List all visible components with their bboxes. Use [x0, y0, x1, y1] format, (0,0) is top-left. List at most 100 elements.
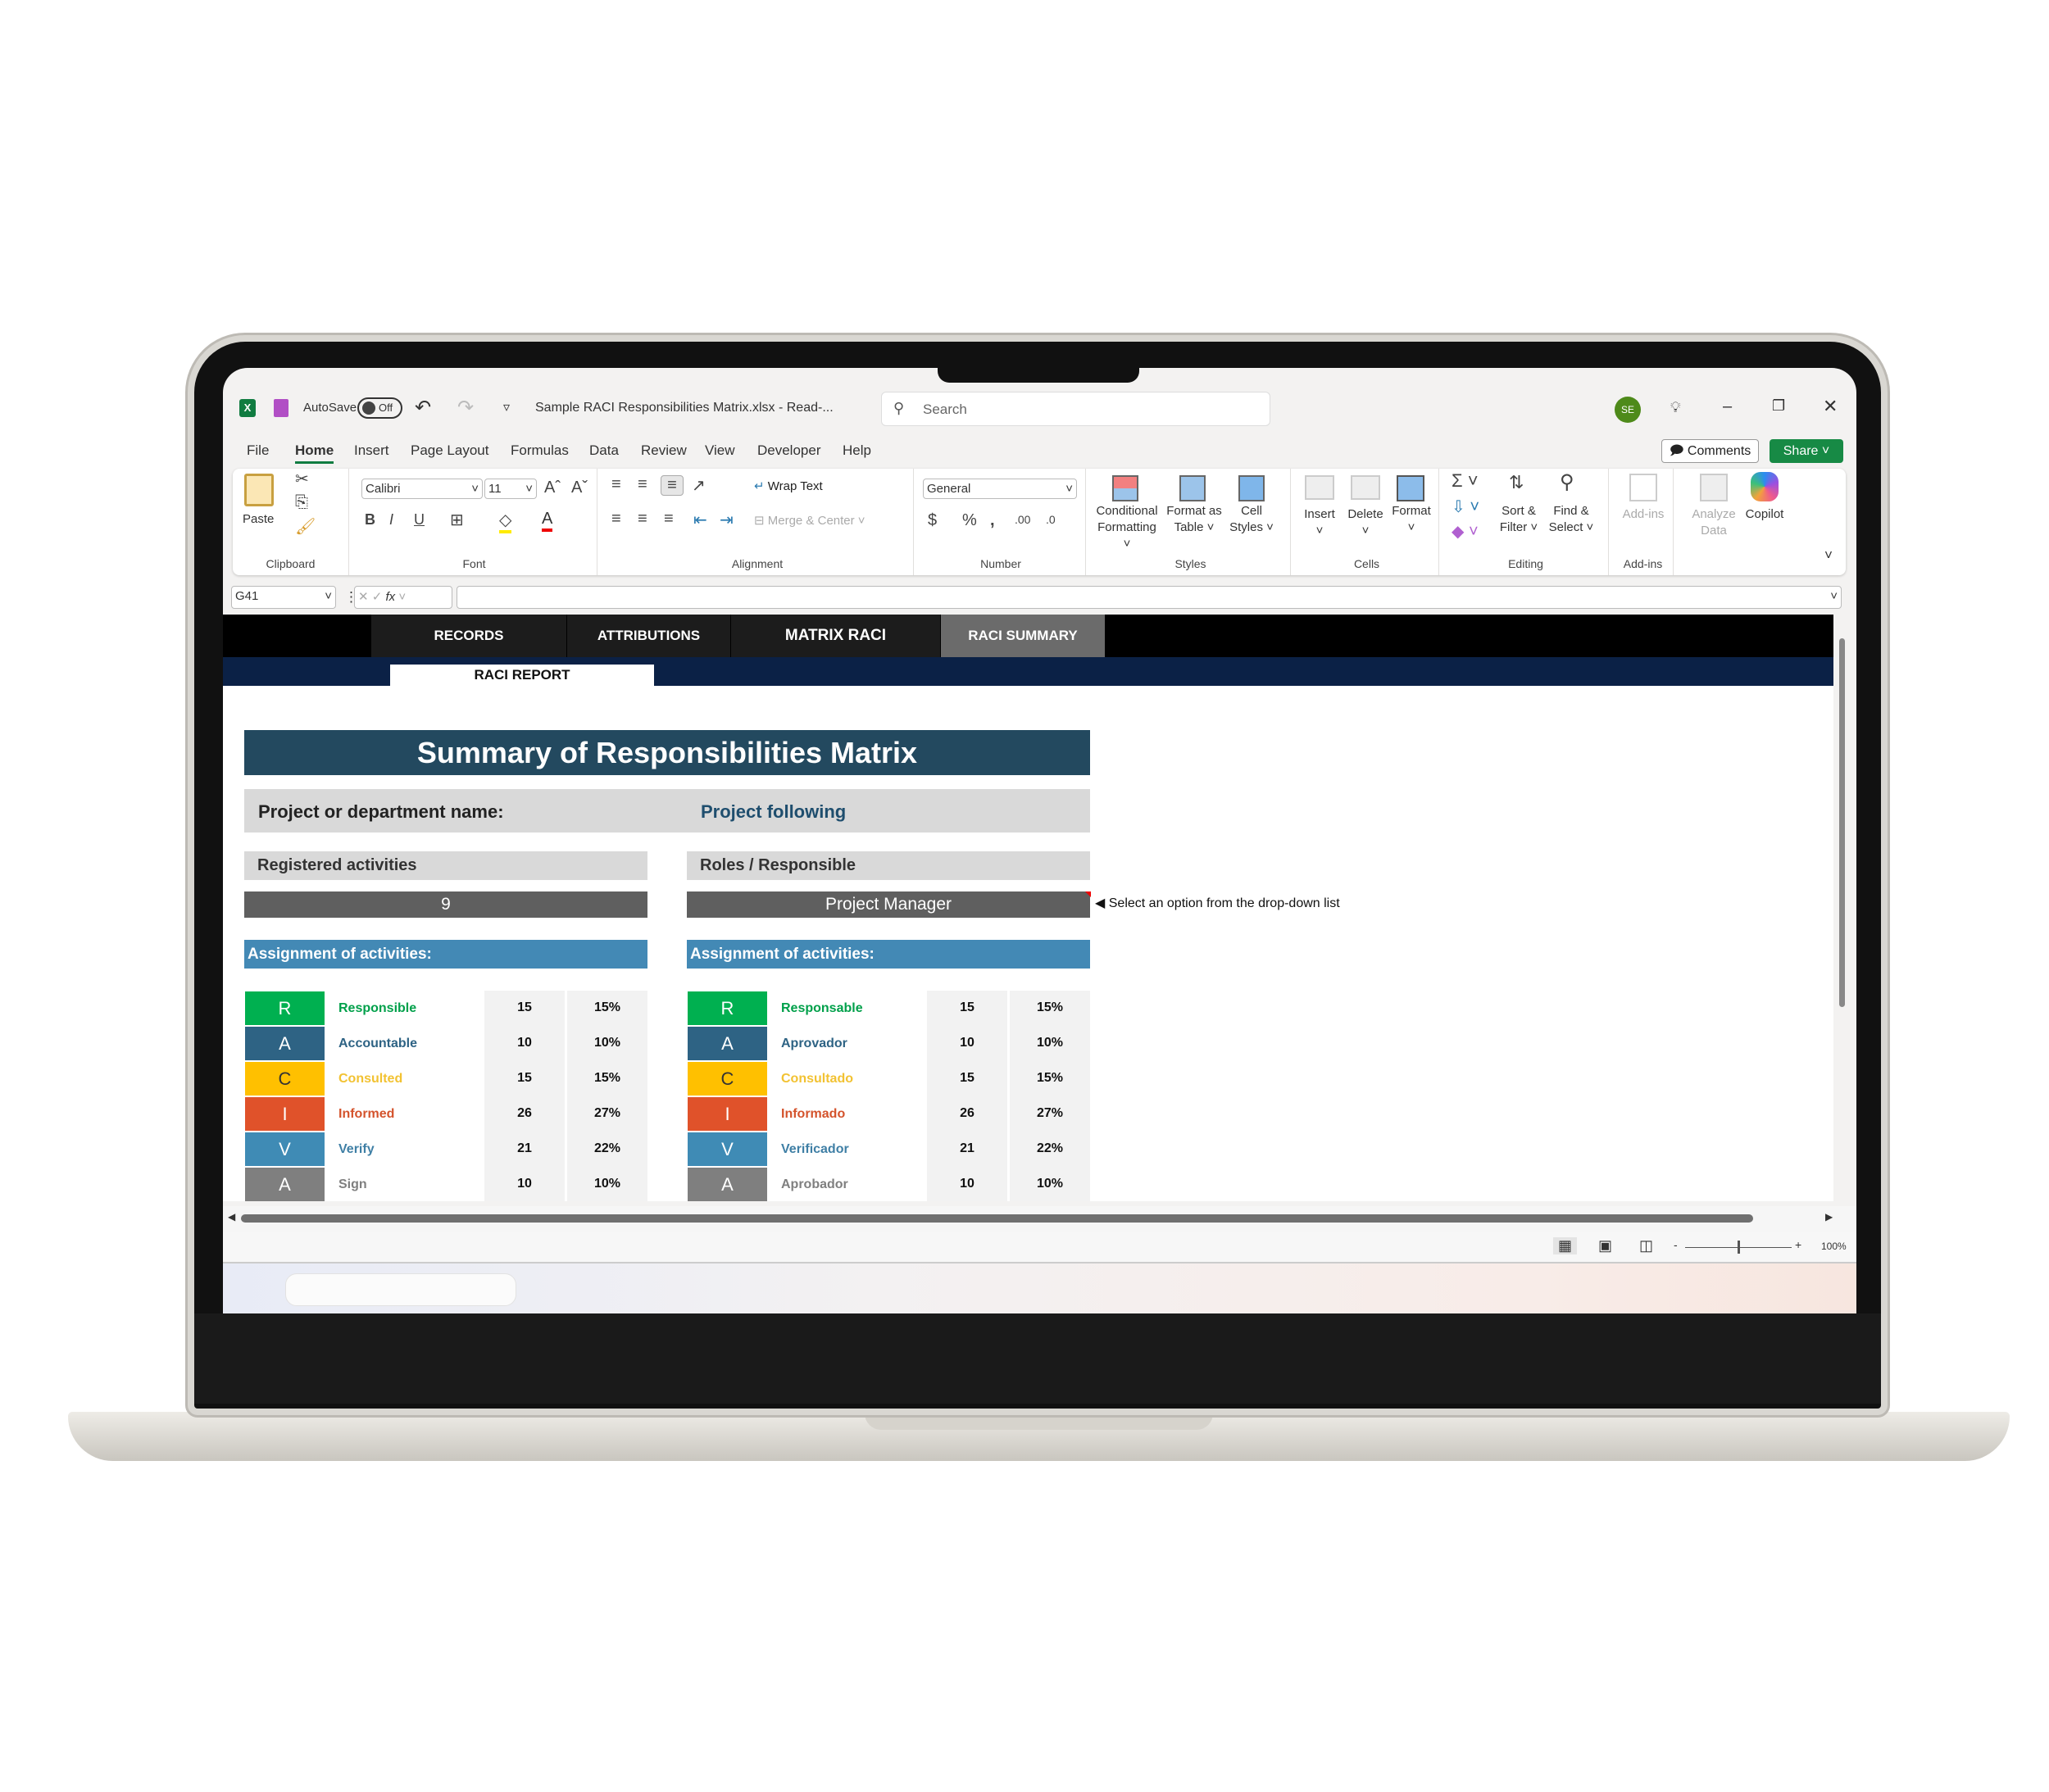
- vertical-scroll-thumb[interactable]: [1839, 638, 1845, 1007]
- increase-indent-icon[interactable]: ⇥: [720, 511, 734, 529]
- align-right-icon[interactable]: ≡: [664, 510, 674, 528]
- close-icon[interactable]: ✕: [1823, 396, 1838, 416]
- sort-filter-icon[interactable]: ⇅: [1509, 472, 1524, 492]
- avatar[interactable]: SE: [1615, 397, 1641, 423]
- sheet-nav-records[interactable]: RECORDS: [371, 615, 567, 657]
- undo-icon[interactable]: ↶: [415, 397, 432, 419]
- font-size-select[interactable]: 11 ˅: [484, 479, 537, 499]
- horizontal-scroll-thumb[interactable]: [241, 1214, 1753, 1223]
- search-box[interactable]: ⚲ Search: [881, 392, 1270, 426]
- scroll-right-icon[interactable]: ▶: [1825, 1211, 1833, 1223]
- paste-button[interactable]: Paste: [243, 512, 275, 526]
- font-name-select[interactable]: Calibri ˅: [361, 479, 483, 499]
- number-format-select[interactable]: General ˅: [923, 479, 1077, 499]
- merge-center-button[interactable]: ⊟ Merge & Center ˅: [754, 514, 865, 528]
- increase-font-icon[interactable]: Aˆ: [544, 479, 561, 497]
- borders-icon[interactable]: ⊞: [450, 511, 464, 529]
- save-icon[interactable]: [274, 399, 288, 417]
- menu-tab-developer[interactable]: Developer: [757, 442, 821, 458]
- copy-icon[interactable]: ⎘: [295, 493, 308, 511]
- worksheet[interactable]: RECORDS ATTRIBUTIONS MATRIX RACI RACI SUMMA…: [223, 615, 1833, 1201]
- analyze-data-icon[interactable]: [1700, 474, 1728, 501]
- delete-cells-button[interactable]: Delete ˅: [1347, 507, 1383, 538]
- menu-tab-file[interactable]: File: [247, 442, 270, 458]
- menu-tab-help[interactable]: Help: [843, 442, 871, 458]
- sheet-nav-attributions[interactable]: ATTRIBUTIONS: [567, 615, 731, 657]
- sheet-nav-matrix-raci[interactable]: MATRIX RACI: [731, 615, 941, 657]
- cell-styles-icon[interactable]: [1238, 475, 1265, 501]
- menu-tab-page-layout[interactable]: Page Layout: [411, 442, 489, 458]
- menu-tab-home[interactable]: Home: [295, 442, 334, 464]
- delete-cells-icon[interactable]: [1351, 475, 1380, 500]
- align-bottom-icon[interactable]: ≡: [661, 475, 684, 496]
- wrap-text-button[interactable]: ↵ Wrap Text: [754, 479, 823, 493]
- redo-icon[interactable]: ↷: [457, 397, 475, 419]
- comma-icon[interactable]: ,: [990, 511, 995, 529]
- minimize-icon[interactable]: –: [1723, 397, 1733, 415]
- insert-function-icon[interactable]: fx: [385, 590, 396, 604]
- percent-icon[interactable]: %: [962, 511, 977, 529]
- addins-icon[interactable]: [1629, 474, 1657, 501]
- currency-icon[interactable]: $: [928, 511, 938, 529]
- format-as-table-icon[interactable]: [1179, 475, 1206, 501]
- customize-toolbar-icon[interactable]: ▿: [503, 401, 511, 415]
- zoom-slider-thumb[interactable]: [1738, 1241, 1740, 1254]
- lightbulb-icon[interactable]: 💡︎: [1670, 399, 1681, 415]
- decrease-font-icon[interactable]: Aˇ: [571, 479, 588, 497]
- fill-icon[interactable]: ⇩ ˅: [1452, 498, 1479, 516]
- zoom-slider[interactable]: - +: [1674, 1238, 1805, 1254]
- bold-icon[interactable]: B: [365, 511, 375, 528]
- roles-dropdown[interactable]: Project Manager: [687, 891, 1090, 918]
- collapse-ribbon-icon[interactable]: ˅: [1824, 547, 1833, 563]
- formula-input[interactable]: ˅: [457, 586, 1842, 609]
- menu-tab-review[interactable]: Review: [641, 442, 687, 458]
- align-center-icon[interactable]: ≡: [638, 510, 647, 528]
- analyze-data-button[interactable]: Analyze Data: [1692, 507, 1736, 538]
- italic-icon[interactable]: I: [389, 511, 394, 528]
- format-cells-button[interactable]: Format ˅: [1392, 504, 1431, 534]
- clear-icon[interactable]: ◆ ˅: [1452, 523, 1479, 541]
- insert-cells-icon[interactable]: [1305, 475, 1334, 500]
- subtab-raci-report[interactable]: RACI REPORT: [390, 665, 654, 686]
- scroll-left-icon[interactable]: ◀: [228, 1211, 236, 1223]
- normal-view-icon[interactable]: ▦: [1553, 1237, 1578, 1254]
- format-painter-icon[interactable]: 🖌︎: [295, 518, 316, 536]
- menu-tab-view[interactable]: View: [705, 442, 735, 458]
- page-break-view-icon[interactable]: ◫: [1639, 1237, 1654, 1254]
- format-as-table-button[interactable]: Format as Table ˅: [1166, 504, 1222, 534]
- decrease-decimal-icon[interactable]: .0: [1046, 513, 1056, 526]
- enter-icon[interactable]: ✓: [371, 590, 383, 604]
- format-cells-icon[interactable]: [1397, 475, 1424, 501]
- vertical-scrollbar[interactable]: [1838, 622, 1846, 1195]
- font-color-icon[interactable]: A: [542, 510, 553, 532]
- project-value[interactable]: Project following: [701, 801, 847, 822]
- decrease-indent-icon[interactable]: ⇤: [693, 511, 707, 529]
- addins-button[interactable]: Add-ins: [1622, 507, 1665, 521]
- conditional-formatting-button[interactable]: Conditional Formatting ˅: [1096, 504, 1158, 551]
- underline-icon[interactable]: U: [414, 511, 425, 528]
- comments-button[interactable]: 🗩︎ Comments: [1661, 439, 1759, 463]
- menu-tab-data[interactable]: Data: [589, 442, 619, 458]
- menu-tab-insert[interactable]: Insert: [354, 442, 389, 458]
- find-select-icon[interactable]: ⚲: [1560, 471, 1574, 493]
- sort-filter-button[interactable]: Sort & Filter ˅: [1499, 504, 1538, 534]
- align-top-icon[interactable]: ≡: [611, 475, 621, 493]
- sheet-nav-raci-summary[interactable]: RACI SUMMARY: [941, 615, 1106, 657]
- file-title[interactable]: Sample RACI Responsibilities Matrix.xlsx…: [535, 401, 834, 415]
- paste-icon[interactable]: [244, 474, 274, 506]
- orientation-icon[interactable]: ↗: [692, 477, 706, 495]
- insert-cells-button[interactable]: Insert ˅: [1304, 507, 1335, 538]
- cell-styles-button[interactable]: Cell Styles ˅: [1229, 504, 1274, 534]
- align-middle-icon[interactable]: ≡: [638, 475, 647, 493]
- page-layout-view-icon[interactable]: ▣: [1598, 1237, 1613, 1254]
- cut-icon[interactable]: ✂: [295, 470, 309, 488]
- copilot-button[interactable]: Copilot: [1745, 507, 1784, 521]
- copilot-icon[interactable]: [1751, 472, 1779, 501]
- horizontal-scrollbar[interactable]: ◀ ▶: [223, 1206, 1856, 1232]
- name-box[interactable]: G41 ˅: [231, 586, 336, 609]
- menu-tab-formulas[interactable]: Formulas: [511, 442, 569, 458]
- conditional-formatting-icon[interactable]: [1112, 475, 1138, 501]
- restore-icon[interactable]: ❐: [1772, 397, 1786, 414]
- zoom-level[interactable]: 100%: [1821, 1241, 1847, 1252]
- increase-decimal-icon[interactable]: .00: [1015, 513, 1031, 526]
